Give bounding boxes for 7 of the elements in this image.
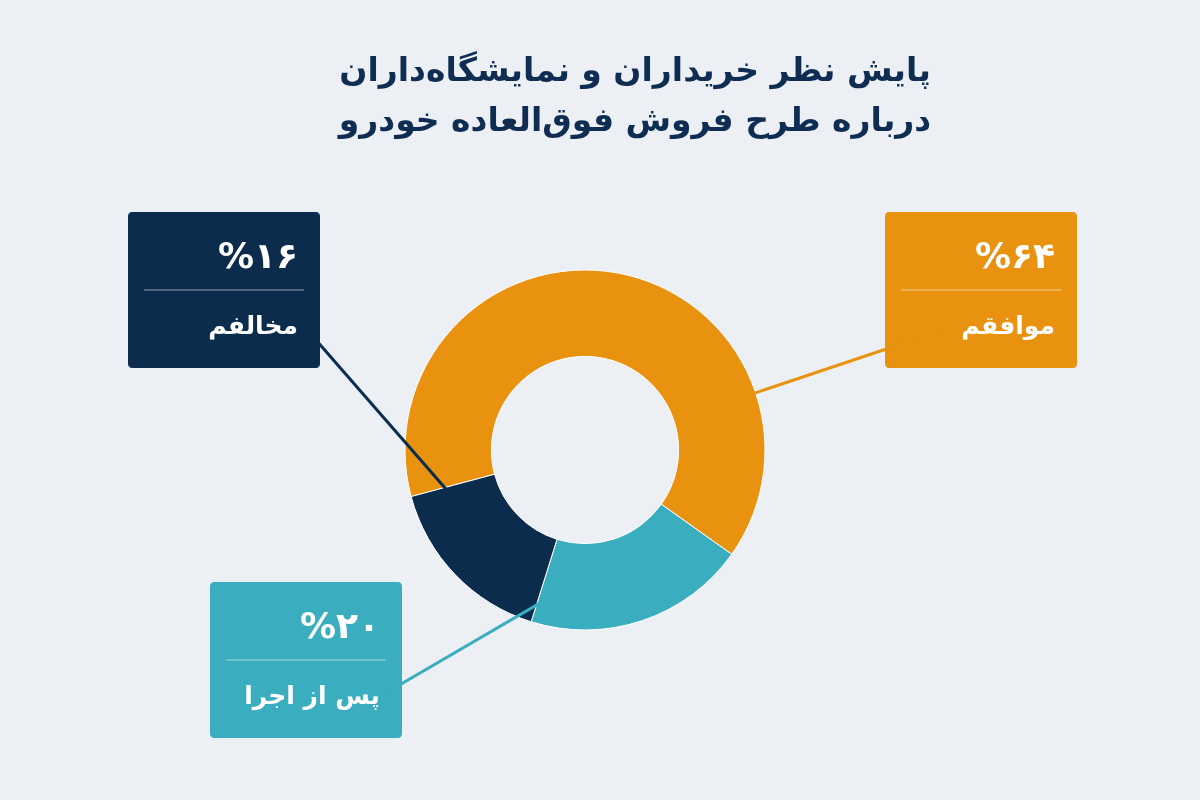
slice-label: موافقم xyxy=(961,311,1055,341)
chart-title: پایش نظر خریداران و نمایشگاه‌داران درباره طرح فروش فوق‌العاده خودرو xyxy=(336,50,932,140)
slice-label: مخالفم xyxy=(208,311,298,340)
data-label: %۱۶ xyxy=(217,235,298,276)
data-label: %۲۰ xyxy=(299,605,380,646)
data-label: %۶۴ xyxy=(974,235,1055,276)
slice-label: پس از اجرا xyxy=(244,681,380,711)
